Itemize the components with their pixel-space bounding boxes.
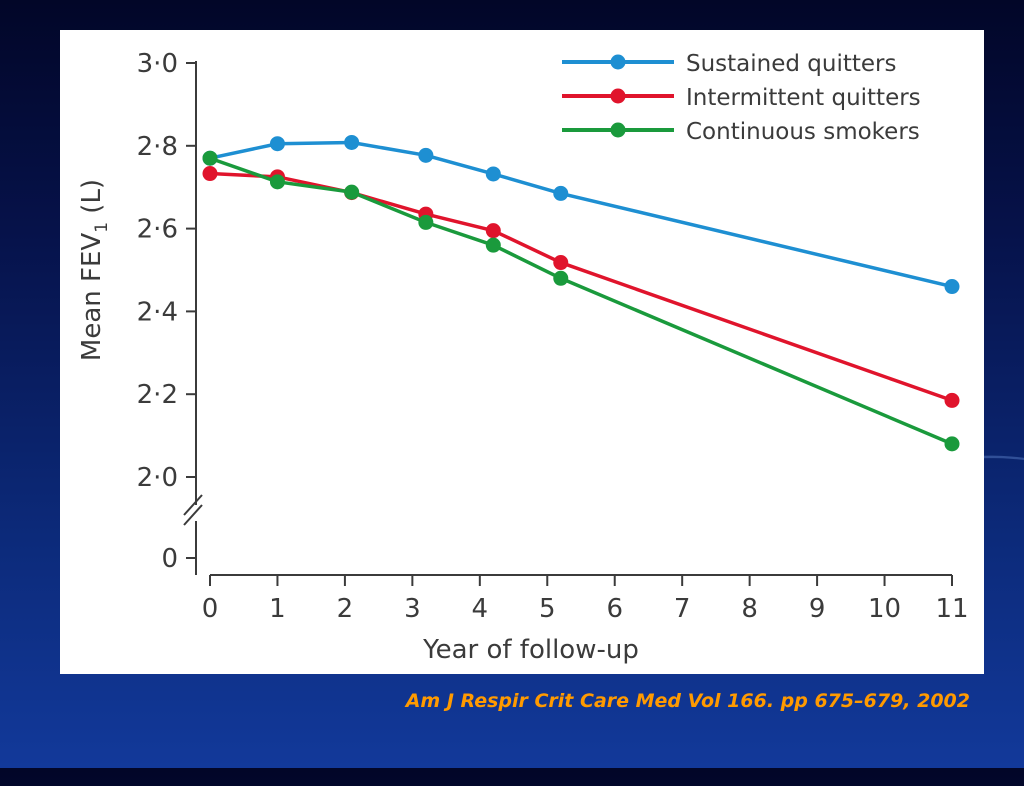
x-tick-label: 9 — [809, 594, 826, 624]
x-tick-label: 0 — [202, 594, 219, 624]
y-tick-label: 2·2 — [137, 380, 178, 410]
data-point-sustained — [418, 147, 434, 163]
data-point-sustained — [944, 279, 960, 295]
y-axis-label: Mean FEV1 (L) — [77, 179, 112, 361]
data-point-sustained — [269, 136, 285, 152]
axis-break-mark — [183, 494, 203, 516]
data-point-continuous — [485, 237, 501, 253]
y-tick-label: 2·0 — [137, 463, 178, 493]
series-line-continuous — [209, 156, 953, 446]
x-tick-label: 11 — [935, 594, 968, 624]
x-axis-label: Year of follow-up — [422, 635, 639, 665]
legend-label-sustained: Sustained quitters — [686, 51, 897, 77]
x-tick-label: 8 — [741, 594, 758, 624]
data-point-sustained — [553, 185, 569, 201]
data-point-continuous — [344, 184, 360, 200]
data-point-intermittent — [202, 166, 218, 182]
data-point-continuous — [553, 270, 569, 286]
y-tick-label: 2·6 — [137, 215, 178, 245]
data-point-continuous — [944, 436, 960, 452]
data-point-sustained — [344, 134, 360, 150]
axis-break-mark — [183, 504, 203, 526]
y-tick-label-zero: 0 — [161, 544, 178, 574]
legend-marker-intermittent — [610, 88, 626, 104]
x-tick-label: 3 — [404, 594, 421, 624]
x-tick-label: 4 — [472, 594, 489, 624]
x-tick-label: 7 — [674, 594, 691, 624]
legend-marker-sustained — [610, 54, 626, 70]
x-tick-label: 10 — [868, 594, 901, 624]
series-line-sustained — [209, 140, 953, 289]
y-axis-label-main: Mean FEV — [77, 233, 107, 361]
x-tick-label: 6 — [606, 594, 623, 624]
y-tick-label: 2·8 — [137, 132, 178, 162]
y-tick-label: 3·0 — [137, 49, 178, 79]
citation-text: Am J Respir Crit Care Med Vol 166. pp 67… — [405, 690, 970, 712]
x-tick-label: 1 — [269, 594, 286, 624]
data-point-intermittent — [485, 223, 501, 239]
y-tick-label: 2·4 — [137, 297, 178, 327]
x-tick-label: 5 — [539, 594, 556, 624]
data-point-continuous — [269, 174, 285, 190]
chart-panel: 2·0 2·2 2·4 2·6 2·8 3·0 0 Mean FEV1 (L) 0 1 2 3 4 5 6 7… — [60, 30, 984, 674]
legend-label-intermittent: Intermittent quitters — [686, 85, 921, 111]
data-point-sustained — [485, 166, 501, 182]
data-point-intermittent — [944, 392, 960, 408]
data-point-continuous — [418, 214, 434, 230]
legend-marker-continuous — [610, 122, 626, 138]
y-axis-label-unit: (L) — [77, 179, 107, 222]
legend-label-continuous: Continuous smokers — [686, 119, 920, 145]
x-tick-label: 2 — [337, 594, 354, 624]
y-axis-label-sub: 1 — [92, 222, 112, 233]
data-point-intermittent — [553, 255, 569, 271]
data-point-continuous — [202, 150, 218, 166]
